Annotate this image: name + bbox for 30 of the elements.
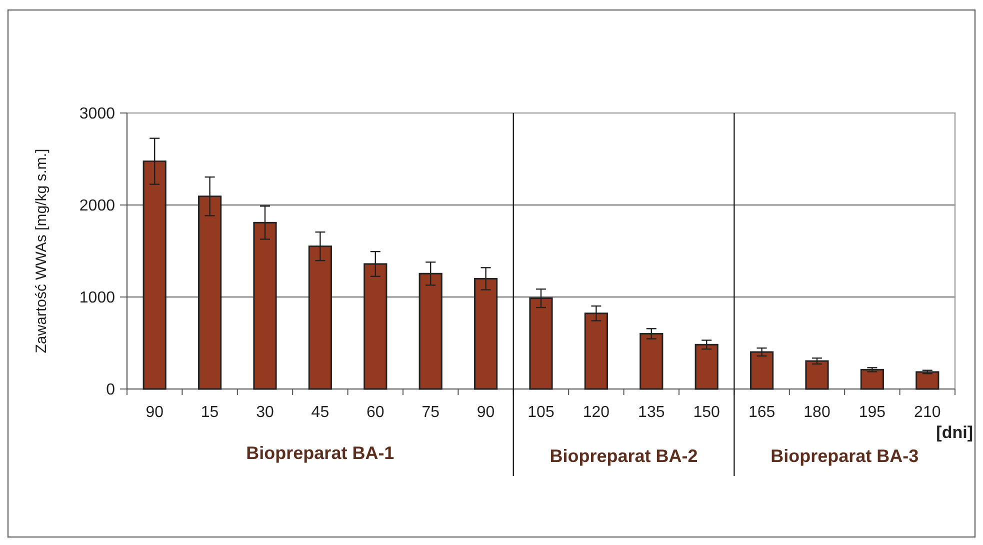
bar bbox=[916, 371, 940, 390]
x-tick-label: 45 bbox=[311, 404, 330, 421]
x-tick-label: 105 bbox=[528, 404, 554, 421]
x-tick-label: 165 bbox=[748, 404, 776, 421]
y-tick-label: 1000 bbox=[79, 290, 116, 307]
bar bbox=[750, 351, 774, 390]
text: Biopreparat BA-1 bbox=[246, 443, 394, 463]
bar bbox=[805, 360, 829, 390]
text: Biopreparat BA-2 bbox=[550, 446, 698, 466]
bar bbox=[640, 332, 664, 390]
x-tick-label: 60 bbox=[366, 404, 384, 421]
x-tick-label: 30 bbox=[256, 404, 274, 421]
bar bbox=[694, 344, 718, 390]
x-tick-label: 135 bbox=[638, 404, 665, 421]
x-axis-title: [dni] bbox=[936, 423, 973, 442]
x-tick-label: 195 bbox=[858, 404, 886, 421]
y-tick-label: 2000 bbox=[79, 198, 116, 215]
text: Biopreparat BA-3 bbox=[770, 446, 919, 466]
x-tick-label: 120 bbox=[582, 404, 610, 421]
y-tick-label: 3000 bbox=[79, 106, 116, 123]
y-axis-title: Zawartość WWAs [mg/kg s.m.] bbox=[33, 148, 50, 354]
x-tick-label: 180 bbox=[804, 404, 830, 421]
x-tick-label: 90 bbox=[146, 404, 164, 421]
x-tick-label: 15 bbox=[200, 404, 219, 421]
y-tick-label: 0 bbox=[106, 382, 116, 399]
x-tick-label: 150 bbox=[693, 404, 720, 421]
x-tick-label: 210 bbox=[914, 404, 941, 421]
x-tick-label: 75 bbox=[422, 404, 440, 421]
bar bbox=[860, 368, 884, 390]
x-tick-label: 90 bbox=[476, 404, 495, 421]
